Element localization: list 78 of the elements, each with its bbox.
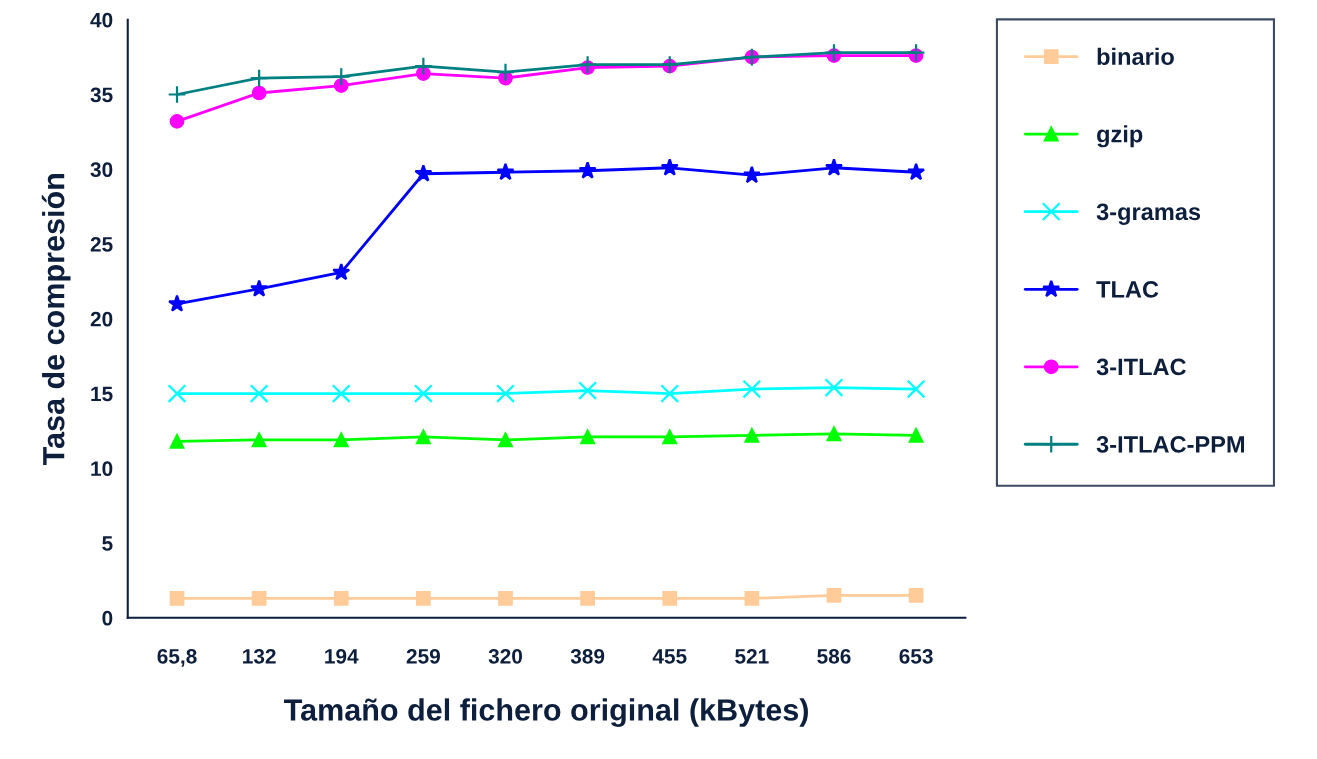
point xyxy=(169,591,185,606)
y-tick-label: 30 xyxy=(90,162,113,178)
x-tick-label: 586 xyxy=(817,648,851,664)
x-tick-label: 521 xyxy=(735,648,769,664)
legend-label: 3-gramas xyxy=(1096,203,1201,225)
point xyxy=(908,588,924,603)
legend-label: TLAC xyxy=(1096,281,1159,298)
y-tick-label: 20 xyxy=(90,311,113,327)
point xyxy=(250,279,269,297)
point xyxy=(826,426,842,442)
point xyxy=(907,162,926,181)
point xyxy=(826,588,842,603)
x-tick-label: 653 xyxy=(899,648,933,664)
point xyxy=(333,591,349,606)
point xyxy=(660,158,679,176)
x-tick-label: 132 xyxy=(243,648,276,664)
legend-label: 3-ITLAC xyxy=(1096,358,1186,376)
point xyxy=(906,379,926,399)
point xyxy=(662,429,678,445)
x-axis-title: Tamaño del fichero original (kBytes) xyxy=(284,698,808,727)
y-tick-label: 5 xyxy=(102,536,113,551)
point xyxy=(742,165,761,184)
y-axis-title: Tasa de compresión xyxy=(41,174,71,466)
y-tick-label: 10 xyxy=(91,461,113,477)
point xyxy=(496,384,515,403)
point xyxy=(416,591,431,606)
y-tick-label: 25 xyxy=(90,237,113,252)
legend-label: 3-ITLAC-PPM xyxy=(1096,436,1245,453)
y-tick-label: 0 xyxy=(102,610,113,626)
point xyxy=(496,162,515,181)
point xyxy=(333,432,349,448)
point xyxy=(167,384,187,403)
point xyxy=(332,262,351,281)
point xyxy=(413,384,433,403)
point xyxy=(824,158,844,176)
point xyxy=(333,78,349,93)
point xyxy=(249,68,269,88)
point xyxy=(578,381,598,400)
point xyxy=(496,62,515,82)
point xyxy=(498,591,513,606)
point xyxy=(169,434,185,449)
point xyxy=(824,378,844,397)
point xyxy=(498,432,513,448)
x-tick-label: 259 xyxy=(406,648,440,664)
x-tick-label: 65,8 xyxy=(157,648,197,667)
point xyxy=(578,55,598,75)
legend-label: gzip xyxy=(1097,125,1143,148)
point xyxy=(167,294,187,312)
point xyxy=(660,384,680,403)
x-tick-label: 194 xyxy=(325,648,359,664)
x-tick-label: 320 xyxy=(488,648,523,664)
point xyxy=(742,379,762,399)
point xyxy=(744,591,760,606)
point xyxy=(824,43,844,63)
point xyxy=(662,591,678,606)
point xyxy=(580,429,595,445)
y-tick-label: 15 xyxy=(91,386,113,402)
point xyxy=(413,56,433,76)
y-tick-label: 40 xyxy=(90,12,113,28)
point xyxy=(578,161,597,179)
point xyxy=(414,164,433,182)
point xyxy=(251,432,267,448)
x-tick-label: 389 xyxy=(570,648,605,664)
point xyxy=(580,591,595,606)
point xyxy=(251,591,267,606)
legend-label: binario xyxy=(1097,47,1174,66)
point xyxy=(906,43,926,63)
point xyxy=(249,384,269,403)
x-tick-label: 455 xyxy=(652,649,687,664)
point xyxy=(331,67,351,86)
point xyxy=(908,428,924,443)
point xyxy=(331,384,351,403)
point xyxy=(169,114,185,129)
point xyxy=(416,429,431,445)
point xyxy=(251,85,267,101)
point xyxy=(167,85,187,104)
point xyxy=(744,428,760,443)
y-tick-label: 35 xyxy=(90,87,113,103)
